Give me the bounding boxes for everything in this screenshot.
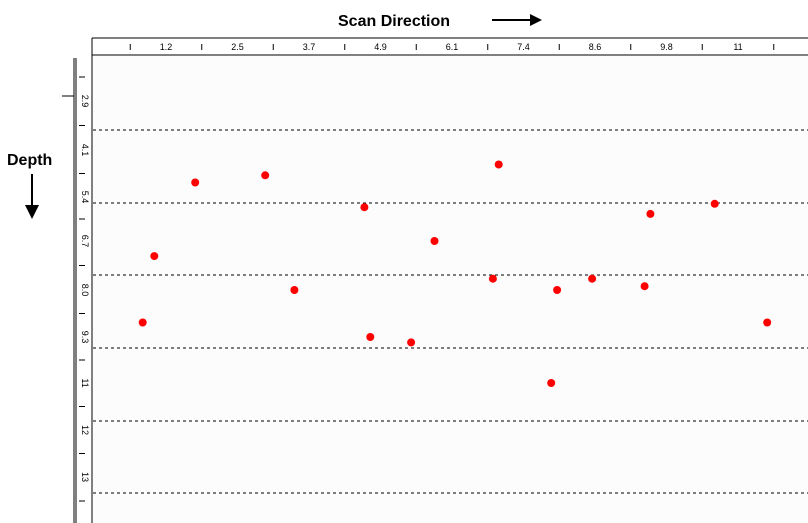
y-tick-label: 9.3 bbox=[80, 331, 90, 344]
data-point bbox=[360, 203, 369, 212]
data-point bbox=[763, 318, 772, 327]
data-point bbox=[290, 286, 299, 294]
data-point bbox=[191, 178, 200, 187]
data-point bbox=[494, 160, 503, 169]
x-tick-label: 8.6 bbox=[589, 42, 602, 52]
plot-area bbox=[93, 56, 808, 523]
y-tick-label: 11 bbox=[80, 378, 90, 387]
y-tick-label: 12 bbox=[80, 425, 90, 435]
data-point bbox=[430, 237, 439, 245]
scan-direction-arrow-icon bbox=[492, 14, 542, 26]
y-tick-label: 4.1 bbox=[80, 144, 90, 157]
x-tick-label: 3.7 bbox=[303, 42, 316, 52]
data-point bbox=[646, 209, 655, 218]
depth-label: Depth bbox=[7, 152, 52, 169]
data-point bbox=[150, 252, 159, 261]
data-point bbox=[588, 274, 597, 283]
y-tick-label: 5.4 bbox=[80, 191, 90, 204]
data-point bbox=[261, 171, 270, 180]
y-tick-label: 2.9 bbox=[80, 95, 90, 108]
data-point bbox=[553, 286, 562, 294]
gridlines bbox=[93, 129, 808, 494]
x-tick-label: 4.9 bbox=[374, 42, 387, 52]
x-axis-ruler: 1.2 2.5 3.7 4.9 6.1 7.4 8.6 9.8 11 bbox=[91, 37, 808, 523]
data-point bbox=[547, 379, 556, 387]
scan-direction-label: Scan Direction bbox=[338, 13, 450, 30]
depth-arrow-icon bbox=[25, 174, 39, 219]
x-tick-label: 2.5 bbox=[231, 42, 244, 52]
y-tick-label: 6.7 bbox=[80, 235, 90, 248]
data-point bbox=[138, 318, 147, 327]
x-tick-label: 1.2 bbox=[160, 42, 173, 52]
x-tick-label: 7.4 bbox=[517, 42, 530, 52]
y-tick-label: 8.0 bbox=[80, 284, 90, 297]
y-axis-ruler: 2.9 4.1 5.4 6.7 8.0 9.3 11 12 13 bbox=[62, 58, 90, 523]
x-tick-label: 11 bbox=[733, 42, 742, 52]
x-tick-label: 9.8 bbox=[660, 42, 673, 52]
data-point bbox=[640, 282, 649, 291]
data-point bbox=[488, 274, 497, 283]
data-point bbox=[407, 338, 416, 347]
y-tick-label: 13 bbox=[80, 472, 90, 482]
x-tick-label: 6.1 bbox=[446, 42, 459, 52]
data-points bbox=[138, 160, 772, 387]
data-point bbox=[366, 333, 375, 341]
data-point bbox=[710, 199, 719, 208]
